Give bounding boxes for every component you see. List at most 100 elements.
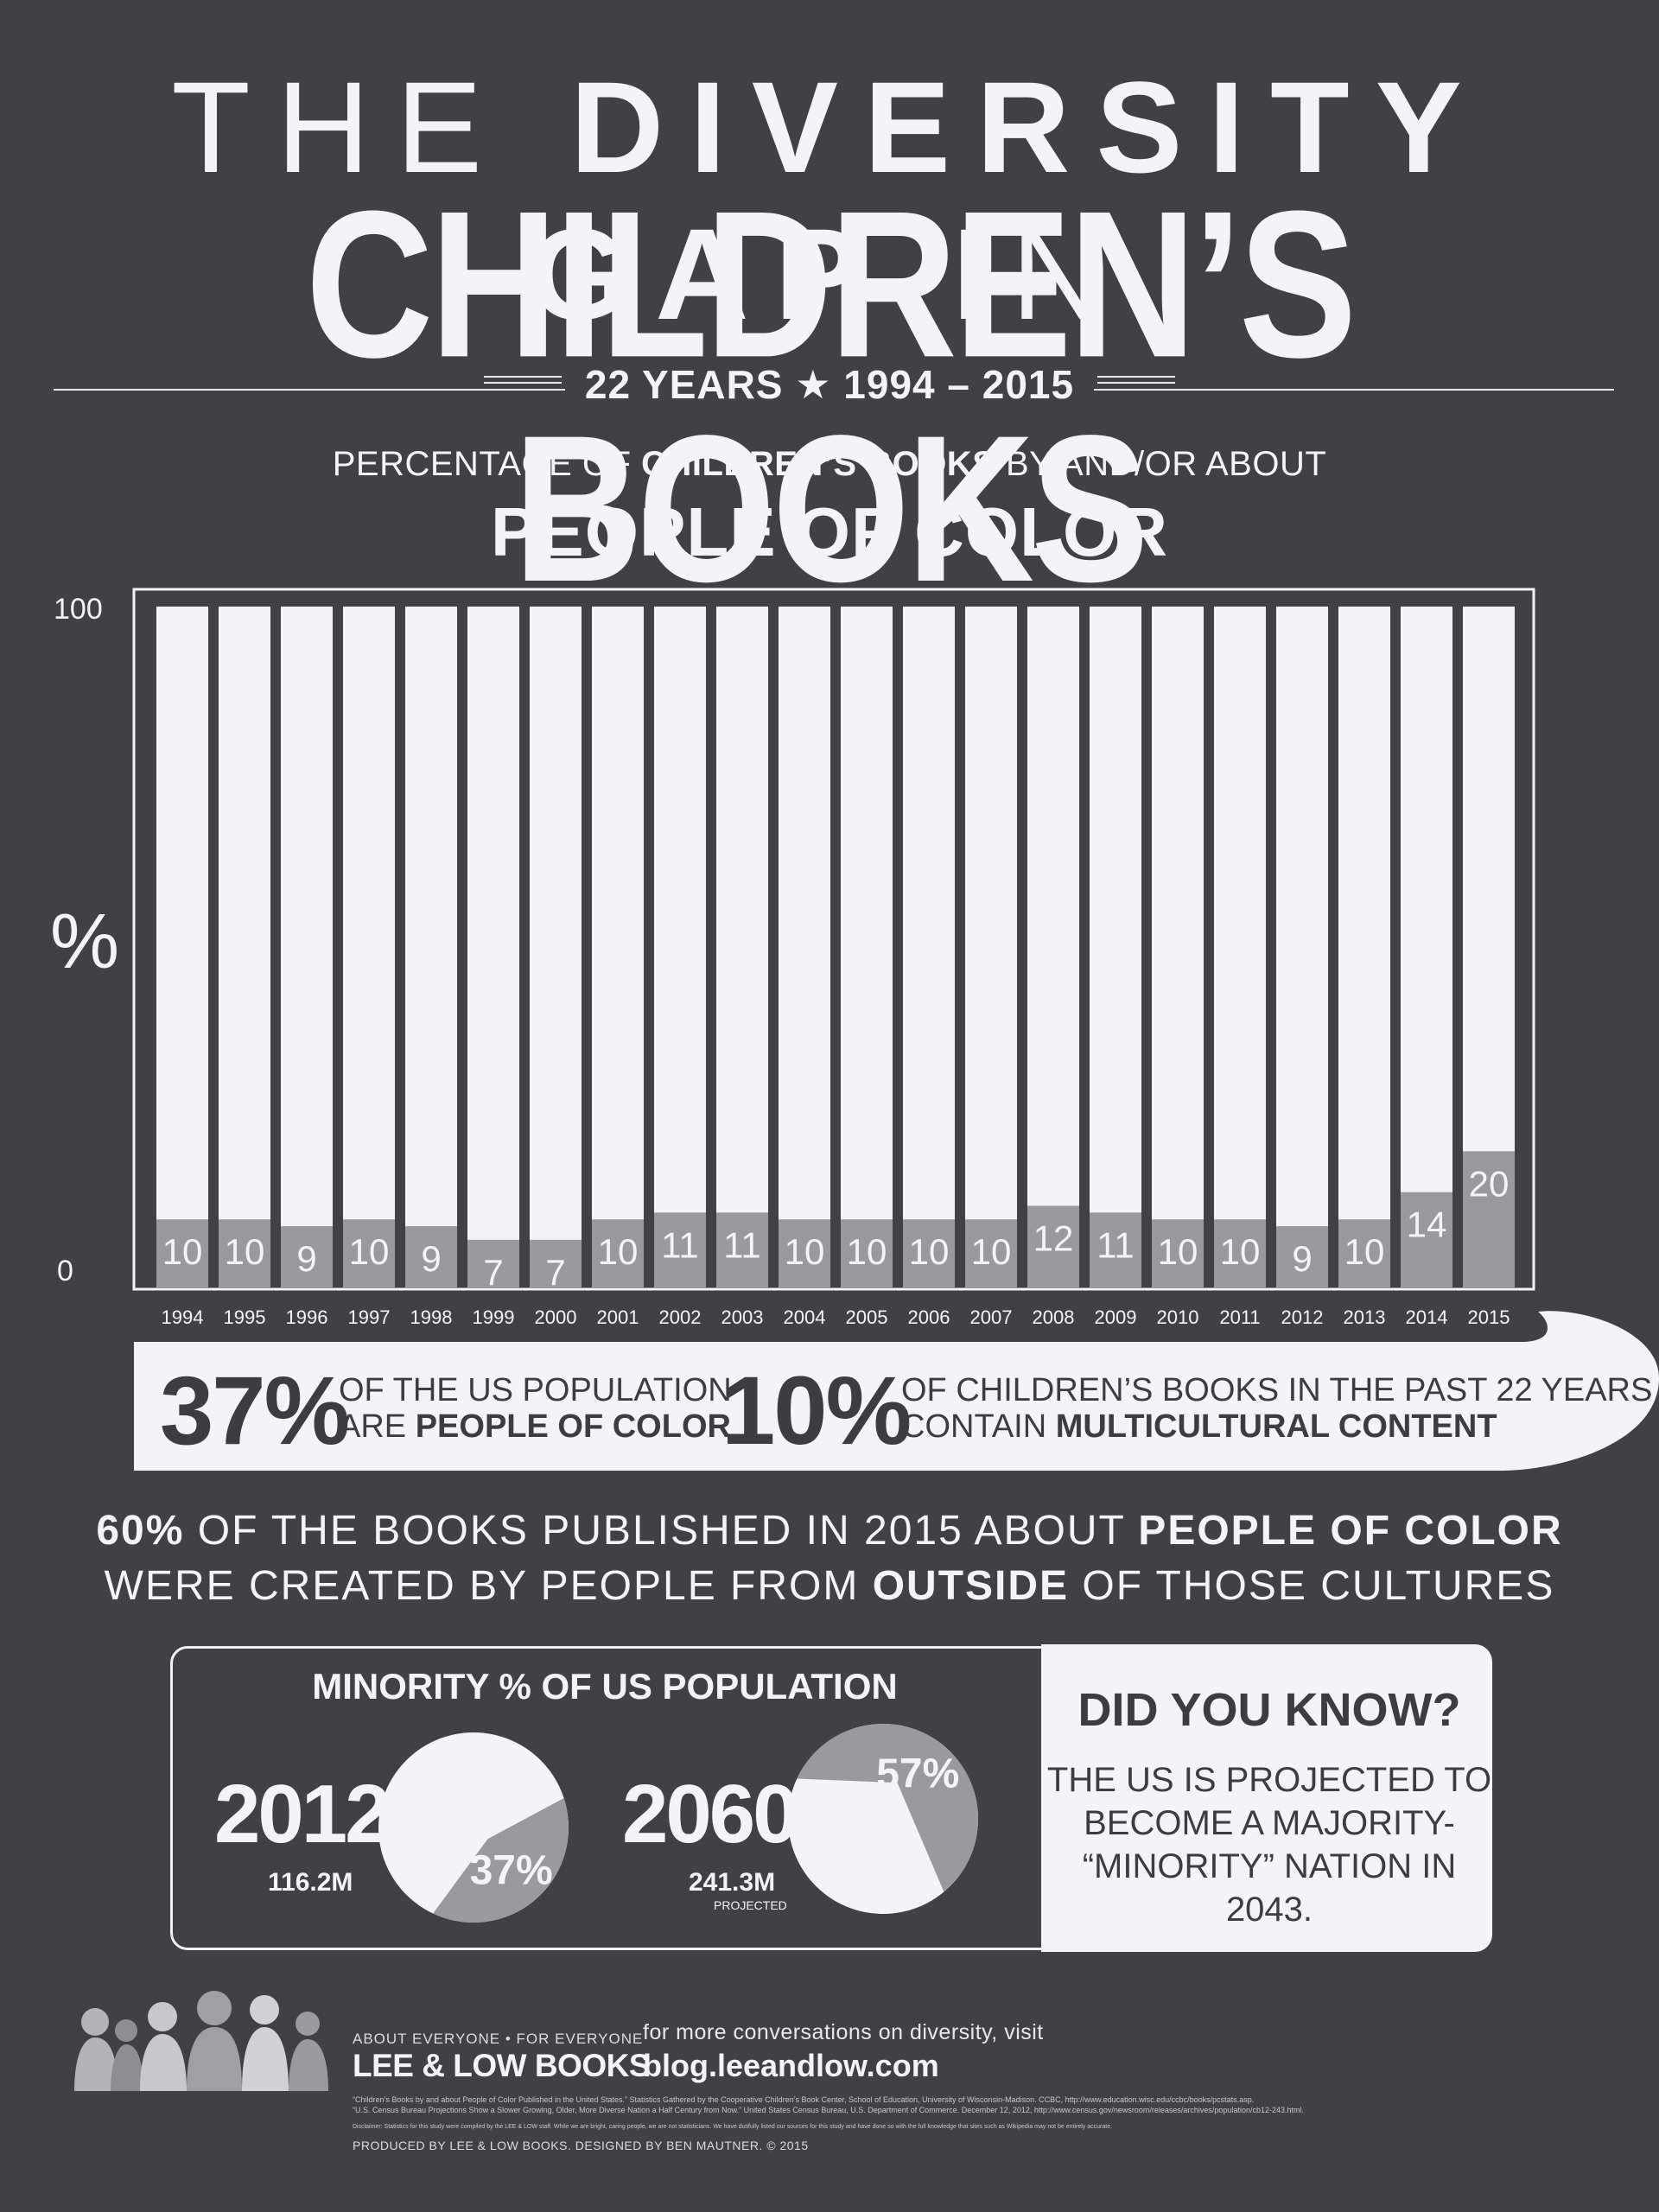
x-tick-label: 1994 — [162, 1306, 204, 1328]
x-tick-label: 2008 — [1033, 1306, 1075, 1328]
bar-chart: 100 0% 10 1994 10 1995 9 1996 10 1997 9 1998 7 1999 7 2… — [50, 588, 1535, 1328]
x-tick-label: 2012 — [1281, 1306, 1324, 1328]
bar — [1401, 1192, 1452, 1287]
pie-year-2060: 2060 — [622, 1768, 799, 1860]
data-label: 10 — [162, 1231, 203, 1272]
data-label: 10 — [909, 1231, 950, 1272]
chart-frame — [132, 588, 1535, 1291]
x-tick-label: 1995 — [224, 1306, 266, 1328]
bar-background — [654, 607, 706, 1287]
x-tick-label: 2004 — [784, 1306, 826, 1328]
blog-link[interactable]: blog.leeandlow.com — [643, 2048, 939, 2083]
source-citation-2: “U.S. Census Bureau Projections Show a S… — [353, 2106, 1304, 2114]
pie-population-2012: 116.2M — [268, 1868, 353, 1897]
stat2-value: 10% — [721, 1357, 912, 1465]
data-label: 10 — [1344, 1231, 1385, 1272]
bar-background — [779, 607, 830, 1287]
bar-background — [1090, 607, 1141, 1287]
y-tick-label: 100 — [54, 593, 103, 626]
bar — [1338, 1219, 1390, 1287]
bar-background — [530, 607, 582, 1287]
bar — [1152, 1219, 1204, 1287]
bar-background — [1027, 607, 1079, 1287]
bar-background — [903, 607, 955, 1287]
projected-label: PROJECTED — [714, 1898, 787, 1912]
x-tick-label: 2014 — [1406, 1306, 1448, 1328]
bar-background — [1152, 607, 1204, 1287]
bar-background — [1214, 607, 1266, 1287]
statement-line-2: WERE CREATED BY PEOPLE FROM OUTSIDE OF T… — [104, 1563, 1555, 1609]
data-label: 10 — [598, 1231, 639, 1272]
bar — [1027, 1205, 1079, 1287]
data-label: 10 — [785, 1231, 825, 1272]
minority-pies: 37% 57% — [378, 1724, 979, 1923]
data-label: 9 — [421, 1238, 441, 1279]
bar — [592, 1219, 644, 1287]
data-label: 7 — [545, 1252, 565, 1293]
pie-label: 57% — [876, 1751, 959, 1797]
bar-background — [716, 607, 768, 1287]
stats-banner-shape — [134, 1311, 1659, 1471]
bar — [654, 1212, 706, 1287]
x-tick-label: 2001 — [597, 1306, 639, 1328]
bar — [343, 1219, 395, 1287]
disclaimer: Disclaimer: Statistics for this study we… — [353, 2124, 1113, 2130]
stat2-text: OF CHILDREN’S BOOKS IN THE PAST 22 YEARS… — [901, 1372, 1653, 1445]
data-label: 11 — [1096, 1224, 1135, 1265]
bar — [841, 1219, 893, 1287]
x-tick-label: 1997 — [348, 1306, 391, 1328]
bar — [779, 1219, 830, 1287]
more-conversations-text: for more conversations on diversity, vis… — [643, 2020, 1044, 2044]
title-divider-right — [1094, 389, 1614, 391]
publisher-name: LEE & LOW BOOKS — [353, 2048, 651, 2083]
x-tick-label: 1999 — [473, 1306, 515, 1328]
bar-background — [405, 607, 457, 1287]
did-you-know-title: DID YOU KNOW? — [1077, 1684, 1461, 1736]
x-tick-label: 2011 — [1219, 1306, 1260, 1328]
bar — [1214, 1219, 1266, 1287]
bar-background — [1276, 607, 1328, 1287]
title-divider-left-double — [484, 376, 562, 384]
bar — [281, 1226, 333, 1287]
bar-background — [219, 607, 270, 1287]
main-title: CHILDREN’S BOOKS — [305, 168, 1357, 626]
title-line-1: THE DIVERSITY GAP IN — [171, 54, 1488, 346]
x-tick-label: 2005 — [846, 1306, 888, 1328]
title-divider-left — [54, 389, 565, 391]
bar — [965, 1219, 1017, 1287]
bar — [467, 1239, 519, 1287]
pie-slice — [797, 1724, 979, 1892]
stat1-text: OF THE US POPULATION ARE PEOPLE OF COLOR — [339, 1372, 732, 1445]
bar — [219, 1219, 270, 1287]
data-label: 7 — [483, 1252, 503, 1293]
credits: PRODUCED BY LEE & LOW BOOKS. DESIGNED BY… — [353, 2139, 809, 2152]
minority-title: MINORITY % OF US POPULATION — [312, 1666, 898, 1707]
bar-background — [343, 607, 395, 1287]
bar — [405, 1226, 457, 1287]
pie-year-2012: 2012 — [214, 1768, 391, 1860]
chart-subtitle: PERCENTAGE OF CHILDREN’S BOOKS BY AND/OR… — [332, 445, 1327, 483]
x-tick-label: 2015 — [1468, 1306, 1510, 1328]
did-you-know-panel — [1041, 1644, 1492, 1952]
data-label: 9 — [296, 1238, 316, 1279]
publisher-tagline: ABOUT EVERYONE • FOR EVERYONE — [353, 2031, 644, 2047]
years-label: 22 YEARS ★ 1994 – 2015 — [584, 362, 1075, 407]
bar-background — [841, 607, 893, 1287]
data-label: 9 — [1292, 1238, 1312, 1279]
data-label: 10 — [349, 1231, 390, 1272]
bar — [716, 1212, 768, 1287]
data-label: 11 — [661, 1224, 699, 1265]
bar — [1276, 1226, 1328, 1287]
bar — [1090, 1212, 1141, 1287]
x-tick-label: 2003 — [721, 1306, 764, 1328]
bar — [156, 1219, 208, 1287]
source-citation-1: “Children’s Books by and about People of… — [353, 2095, 1255, 2104]
stat1-value: 37% — [160, 1357, 350, 1465]
y-axis-label: % — [50, 899, 119, 985]
data-label: 20 — [1469, 1163, 1510, 1204]
bar — [1463, 1151, 1515, 1287]
children-silhouettes-logo — [74, 1991, 328, 2091]
data-label: 10 — [847, 1231, 887, 1272]
data-label: 12 — [1033, 1217, 1074, 1258]
data-label: 14 — [1407, 1205, 1447, 1245]
